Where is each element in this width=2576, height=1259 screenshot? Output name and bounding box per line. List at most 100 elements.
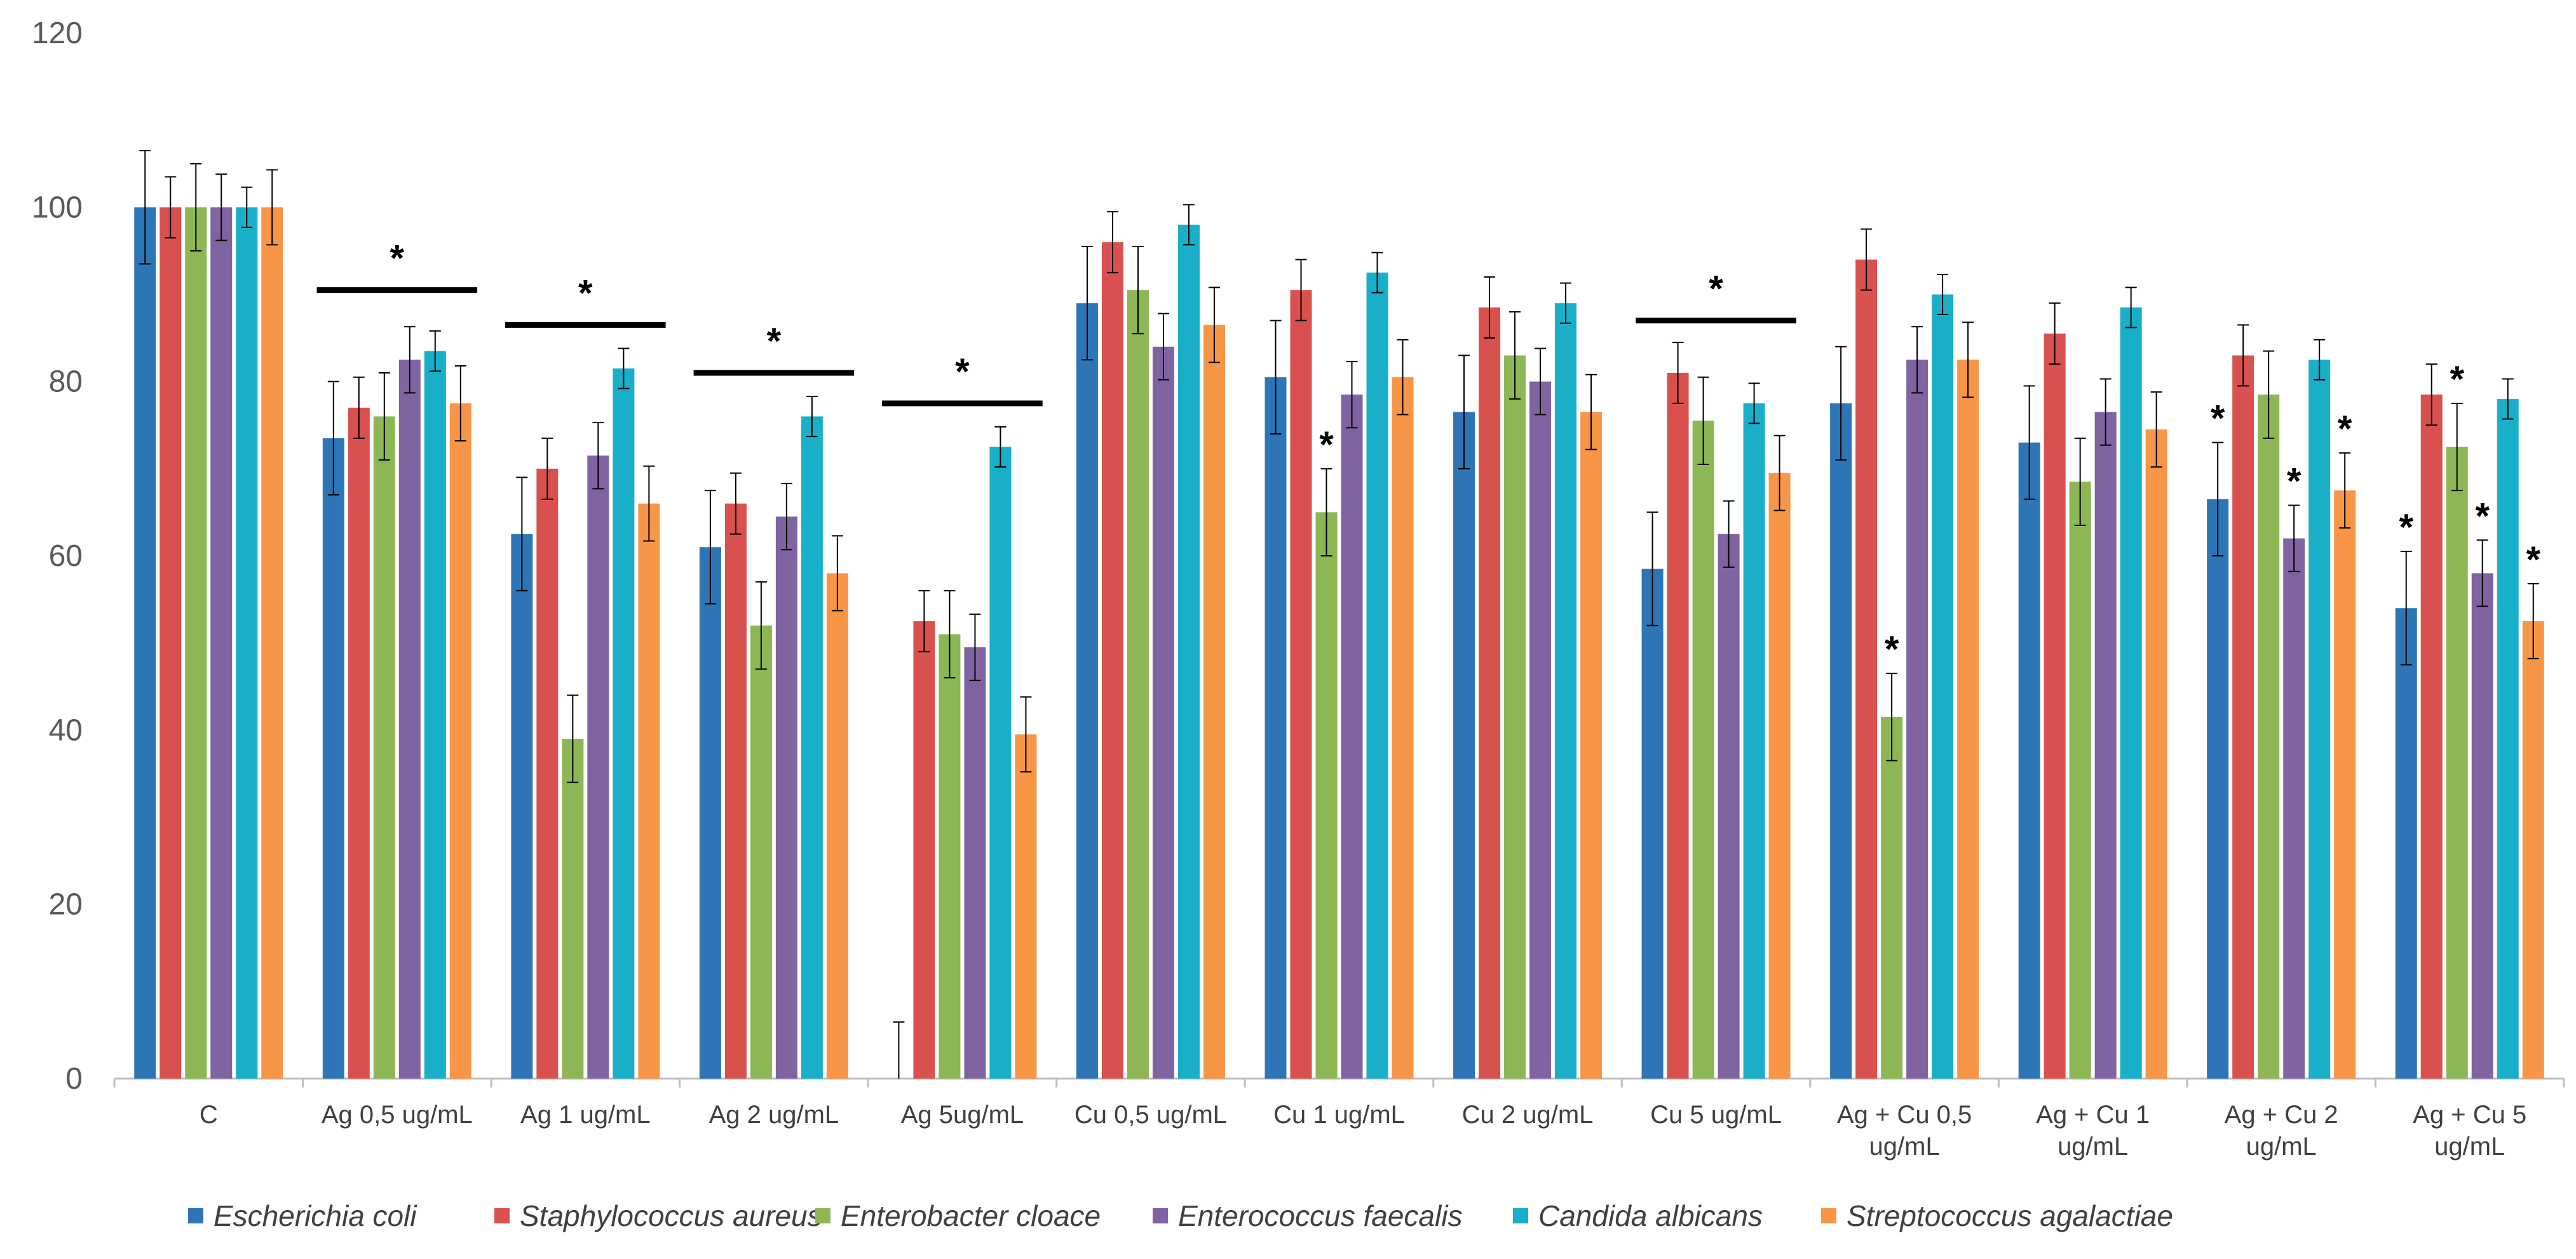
- bar: [2120, 307, 2142, 1079]
- bar: [1290, 290, 1312, 1079]
- bar: [322, 438, 344, 1079]
- x-tick-label: Ag + Cu 0,5: [1837, 1101, 1972, 1129]
- bar: [261, 207, 283, 1079]
- bar: [2497, 399, 2519, 1079]
- bar: [1015, 734, 1037, 1079]
- x-tick-label: Ag + Cu 2: [2225, 1101, 2338, 1129]
- x-tick-label: Ag 1 ug/mL: [520, 1101, 651, 1129]
- significance-star: *: [2211, 398, 2225, 440]
- bar: [511, 534, 533, 1079]
- bar: [750, 625, 772, 1079]
- significance-star: *: [955, 351, 970, 393]
- bar: [2232, 355, 2254, 1079]
- significance-star: *: [390, 238, 405, 279]
- bar: [2207, 499, 2229, 1079]
- x-tick-label: ug/mL: [1869, 1133, 1940, 1161]
- bar: [1203, 325, 1225, 1079]
- bar: [939, 634, 961, 1079]
- legend-swatch: [815, 1208, 830, 1223]
- x-tick-label: Cu 0,5 ug/mL: [1074, 1101, 1227, 1129]
- legend-swatch: [1821, 1208, 1836, 1223]
- bar: [2334, 490, 2356, 1079]
- bar: [1957, 360, 1979, 1079]
- bar: [2283, 538, 2305, 1079]
- bar: [236, 207, 258, 1079]
- bar: [989, 447, 1012, 1079]
- bar: [1127, 290, 1149, 1079]
- bar: [562, 739, 584, 1079]
- bar: [1152, 346, 1174, 1079]
- x-tick-label: Ag 5ug/mL: [901, 1101, 1024, 1129]
- x-tick-label: ug/mL: [2057, 1133, 2128, 1161]
- bar: [1529, 381, 1552, 1079]
- bar: [2446, 447, 2468, 1079]
- bar: [2395, 608, 2417, 1079]
- bar-layer: [134, 207, 2544, 1079]
- bar: [1932, 294, 1954, 1079]
- significance-star: *: [2287, 461, 2301, 502]
- y-tick-label: 0: [65, 1062, 83, 1096]
- legend-label: Escherichia coli: [214, 1199, 417, 1232]
- bar: [536, 468, 559, 1079]
- significance-layer: * * * * * * * * * * * * * *: [316, 238, 2540, 670]
- bar: [2094, 412, 2117, 1079]
- legend-label: Enterobacter cloace: [841, 1199, 1101, 1232]
- bar: [449, 403, 471, 1079]
- legend-label: Candida albicans: [1538, 1199, 1763, 1232]
- legend-swatch: [1513, 1208, 1528, 1223]
- x-tick-label: Ag + Cu 1: [2036, 1101, 2150, 1129]
- x-tick-label: Cu 5 ug/mL: [1650, 1101, 1782, 1129]
- bar: [1264, 377, 1287, 1079]
- x-tick-label: Ag + Cu 5: [2413, 1101, 2526, 1129]
- bar: [2420, 394, 2443, 1079]
- bar: [1692, 421, 1714, 1079]
- bar: [1101, 242, 1123, 1079]
- bar: [210, 207, 233, 1079]
- x-tick-label: Ag 2 ug/mL: [709, 1101, 839, 1129]
- legend-swatch: [1153, 1208, 1168, 1223]
- x-tick-label: Cu 1 ug/mL: [1273, 1101, 1405, 1129]
- bar: [638, 503, 660, 1079]
- significance-star: *: [2450, 359, 2464, 400]
- x-tick-label: Ag 0,5 ug/mL: [322, 1101, 473, 1129]
- bar: [1641, 569, 1664, 1079]
- bar: [2018, 442, 2040, 1079]
- bar: [1667, 372, 1689, 1079]
- legend-label: Staphylococcus aureus: [520, 1199, 822, 1232]
- significance-star: *: [2475, 495, 2490, 537]
- bar: [1580, 412, 1603, 1079]
- bar: [1830, 403, 1852, 1079]
- bar: [1718, 534, 1740, 1079]
- y-tick-label: 40: [49, 713, 83, 747]
- y-tick-label: 80: [49, 365, 83, 399]
- bar: [775, 516, 797, 1079]
- bar: [1076, 303, 1098, 1079]
- bar: [398, 360, 421, 1079]
- bar: [2258, 394, 2280, 1079]
- significance-star: *: [578, 273, 593, 314]
- error-bar-layer: [139, 150, 2539, 1079]
- bar: [159, 207, 182, 1079]
- bar: [699, 547, 721, 1079]
- significance-star: *: [1319, 424, 1334, 466]
- bar: [1504, 355, 1526, 1079]
- bar: [1366, 273, 1388, 1079]
- significance-star: *: [1709, 269, 1723, 310]
- bar: [2471, 573, 2493, 1079]
- legend: Escherichia coli Staphylococcus aureus Ent…: [188, 1199, 2173, 1232]
- bar: [2145, 429, 2167, 1079]
- bar: [1392, 377, 1414, 1079]
- bar: [424, 351, 446, 1079]
- x-tick-label: ug/mL: [2434, 1133, 2505, 1161]
- bar: [2308, 360, 2331, 1079]
- bar: [373, 416, 395, 1079]
- significance-star: *: [2526, 539, 2540, 581]
- legend-swatch: [494, 1208, 510, 1223]
- bar: [913, 621, 935, 1079]
- bar: [1881, 717, 1903, 1079]
- bar: [1315, 512, 1338, 1079]
- bar: [1453, 412, 1475, 1079]
- bar: [724, 503, 747, 1079]
